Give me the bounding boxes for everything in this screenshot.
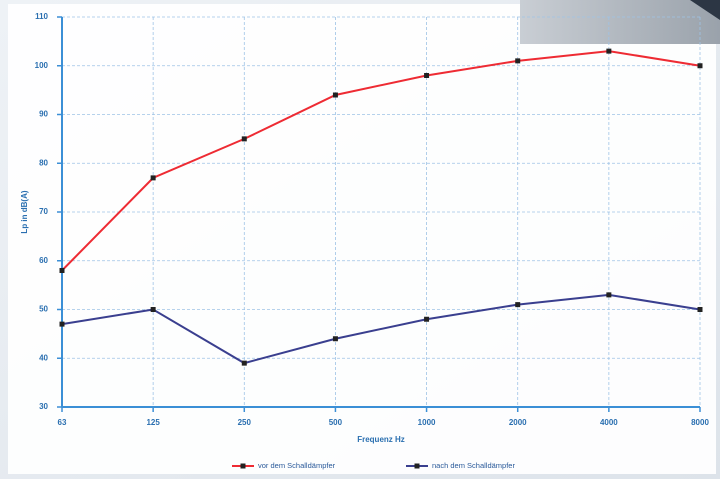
point bbox=[241, 360, 247, 366]
point bbox=[332, 336, 338, 342]
decoration bbox=[520, 0, 720, 44]
x-tick-label: 2000 bbox=[509, 418, 527, 427]
point bbox=[606, 48, 612, 54]
y-tick-label: 30 bbox=[39, 402, 48, 411]
point bbox=[606, 292, 612, 298]
y-tick-label: 80 bbox=[39, 158, 48, 167]
decoration-corner bbox=[690, 0, 720, 20]
x-tick-label: 8000 bbox=[691, 418, 709, 427]
y-tick-label: 100 bbox=[35, 61, 49, 70]
point bbox=[59, 268, 65, 273]
point bbox=[59, 321, 65, 327]
legend-label: nach dem Schalldämpfer bbox=[432, 461, 515, 470]
y-tick-label: 50 bbox=[39, 305, 48, 314]
series-line bbox=[61, 50, 701, 272]
point bbox=[424, 316, 430, 322]
x-tick-label: 63 bbox=[58, 418, 67, 427]
legend-label: vor dem Schalldämpfer bbox=[258, 461, 336, 470]
legend-marker bbox=[240, 463, 246, 469]
y-tick-label: 90 bbox=[39, 110, 48, 119]
x-tick-label: 4000 bbox=[600, 418, 618, 427]
plot-panel bbox=[8, 4, 716, 474]
y-tick-label: 110 bbox=[35, 12, 48, 21]
y-tick-label: 40 bbox=[39, 353, 48, 362]
x-tick-label: 500 bbox=[329, 418, 343, 427]
point bbox=[515, 302, 521, 308]
x-tick-label: 250 bbox=[238, 418, 252, 427]
x-tick-label: 1000 bbox=[418, 418, 436, 427]
point bbox=[150, 307, 156, 312]
series-line bbox=[61, 293, 701, 365]
y-tick-label: 70 bbox=[39, 207, 48, 216]
point bbox=[424, 73, 430, 78]
point bbox=[515, 58, 521, 64]
legend-marker bbox=[414, 463, 420, 469]
x-axis-label: Frequenz Hz bbox=[357, 435, 405, 444]
point bbox=[241, 136, 247, 142]
x-tick-label: 125 bbox=[146, 418, 160, 427]
point bbox=[150, 175, 156, 181]
y-axis-label: Lp in dB(A) bbox=[20, 190, 29, 233]
y-tick-label: 60 bbox=[39, 256, 48, 265]
point bbox=[697, 63, 703, 69]
point bbox=[697, 307, 703, 312]
point bbox=[332, 92, 338, 98]
